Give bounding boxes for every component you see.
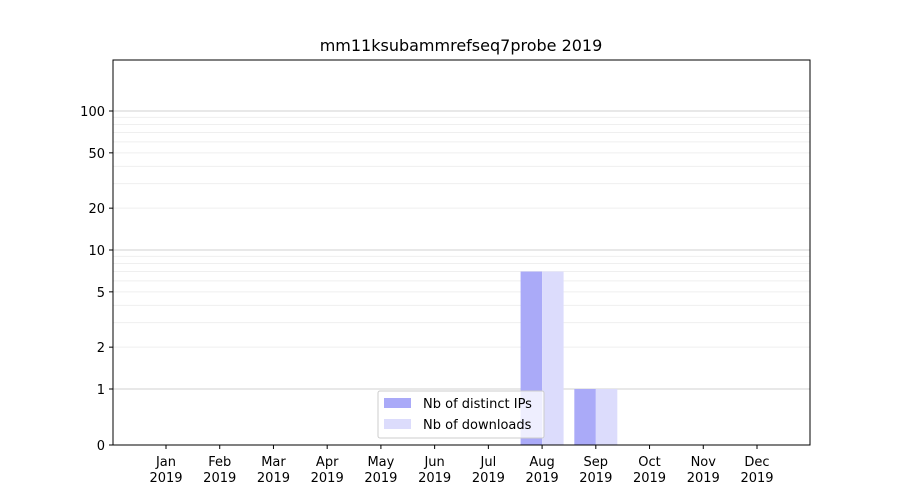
x-tick-year: 2019 bbox=[579, 471, 612, 486]
legend: Nb of distinct IPs Nb of downloads bbox=[377, 390, 545, 439]
x-tick-year: 2019 bbox=[149, 471, 182, 486]
y-tick-label: 100 bbox=[80, 105, 105, 120]
y-tick-label: 1 bbox=[97, 383, 105, 398]
x-tick-year: 2019 bbox=[257, 471, 290, 486]
x-tick-month: Jul bbox=[480, 455, 497, 470]
x-tick-month: Aug bbox=[529, 455, 554, 470]
x-tick-month: Oct bbox=[638, 455, 660, 470]
x-tick-year: 2019 bbox=[633, 471, 666, 486]
bar-downloads bbox=[595, 389, 618, 445]
y-tick-label: 10 bbox=[88, 244, 105, 259]
legend-label-downloads: Nb of downloads bbox=[423, 418, 532, 433]
chart-title: mm11ksubammrefseq7probe 2019 bbox=[320, 36, 603, 55]
x-tick-year: 2019 bbox=[311, 471, 344, 486]
y-tick-label: 50 bbox=[88, 147, 105, 162]
y-axis: 0 1 2 5 10 20 50 100 bbox=[80, 105, 113, 454]
x-tick-month: Sep bbox=[584, 455, 609, 470]
x-tick-year: 2019 bbox=[526, 471, 559, 486]
x-tick-year: 2019 bbox=[418, 471, 451, 486]
x-tick-year: 2019 bbox=[687, 471, 720, 486]
y-tick-label: 0 bbox=[97, 439, 105, 454]
x-tick-year: 2019 bbox=[472, 471, 505, 486]
plot-frame bbox=[112, 59, 811, 446]
x-tick-year: 2019 bbox=[364, 471, 397, 486]
x-tick-month: Jun bbox=[423, 455, 444, 470]
bar-distinct-ips bbox=[574, 389, 596, 445]
x-tick-month: Nov bbox=[691, 455, 717, 470]
y-tick-label: 20 bbox=[88, 202, 105, 217]
x-tick-year: 2019 bbox=[203, 471, 236, 486]
x-tick-month: Jan bbox=[155, 455, 176, 470]
x-tick-month: Apr bbox=[316, 455, 339, 470]
x-tick-month: May bbox=[367, 455, 394, 470]
x-tick-year: 2019 bbox=[740, 471, 773, 486]
grid-lines bbox=[113, 110, 810, 390]
x-tick-month: Dec bbox=[744, 455, 769, 470]
legend-swatch-downloads bbox=[384, 419, 411, 429]
x-tick-month: Feb bbox=[208, 455, 231, 470]
legend-swatch-distinct-ips bbox=[384, 398, 411, 408]
y-tick-label: 5 bbox=[97, 286, 105, 301]
legend-label-distinct-ips: Nb of distinct IPs bbox=[423, 397, 532, 412]
legend-box bbox=[377, 390, 545, 439]
x-tick-month: Mar bbox=[261, 455, 286, 470]
y-tick-label: 2 bbox=[97, 341, 105, 356]
x-axis: Jan2019Feb2019Mar2019Apr2019May2019Jun20… bbox=[149, 445, 774, 486]
bar-downloads bbox=[542, 271, 564, 445]
